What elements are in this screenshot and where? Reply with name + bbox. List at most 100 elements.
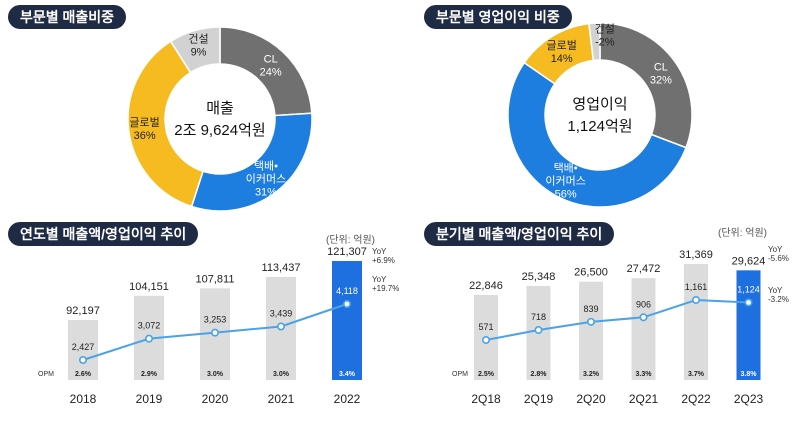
annual-trend-title: 연도별 매출액/영업이익 추이 <box>8 222 199 246</box>
opm-value-label: 3.0% <box>207 371 224 378</box>
sales-value-label: 25,348 <box>522 271 556 283</box>
sales-share-title: 부문별 매출비중 <box>8 5 127 29</box>
sales-bar <box>684 264 708 380</box>
opm-value-label: 3.2% <box>583 371 600 378</box>
profit-point <box>744 298 753 307</box>
opm-value-label: 3.4% <box>339 371 356 378</box>
sales-value-label: 22,846 <box>469 280 503 292</box>
sales-value-label: 26,500 <box>574 267 608 279</box>
profit-value-label: 906 <box>636 299 651 309</box>
quarterly-unit-label: (단위: 억원) <box>718 228 768 239</box>
category-label: 2Q21 <box>629 392 659 406</box>
profit-value-label: 3,439 <box>270 308 293 318</box>
profit-value-label: 4,118 <box>336 286 358 296</box>
profit-value-label: 839 <box>583 304 598 314</box>
profit-point <box>145 334 154 343</box>
category-label: 2022 <box>334 392 361 406</box>
profit-point <box>211 328 220 337</box>
slice-3 <box>169 26 221 74</box>
profit-point <box>482 336 491 345</box>
slice-value-label: 56% <box>555 189 577 201</box>
profit-value-label: 1,161 <box>685 282 708 292</box>
category-label: 2020 <box>202 392 229 406</box>
category-label: 2Q19 <box>524 392 554 406</box>
slice-name-label: CL <box>654 61 668 73</box>
slice-name-label: 이커머스 <box>246 172 286 185</box>
sales-bar <box>68 320 98 380</box>
opm-axis-label: OPM <box>452 371 468 378</box>
slice-1 <box>190 112 313 212</box>
slice-value-label: -2% <box>595 37 615 49</box>
slice-2 <box>127 40 204 208</box>
category-label: 2Q18 <box>471 392 501 406</box>
sales-value-label: 92,197 <box>66 305 100 317</box>
sales-bar <box>332 261 362 380</box>
profit-value-label: 3,072 <box>138 321 161 331</box>
slice-1 <box>507 61 687 208</box>
slice-value-label: 24% <box>260 67 282 79</box>
slice-name-label: CL <box>264 54 278 66</box>
category-label: 2021 <box>268 392 295 406</box>
category-label: 2019 <box>136 392 163 406</box>
quarterly-yoy-profit: YoY -3.2% <box>768 286 789 304</box>
sales-bar <box>631 278 656 380</box>
annual-unit-label: (단위: 억원) <box>326 235 376 246</box>
profit-point <box>534 326 543 335</box>
sales-value-label: 104,151 <box>129 281 169 293</box>
profit-point <box>79 356 88 365</box>
quarterly-trend-title: 분기별 매출액/영업이익 추이 <box>424 222 615 246</box>
opm-value-label: 2.8% <box>531 371 548 378</box>
slice-name-label: 건설 <box>595 23 615 36</box>
slice-3 <box>588 22 601 62</box>
profit-point <box>639 313 648 322</box>
category-label: 2018 <box>70 392 97 406</box>
slice-0 <box>599 22 693 149</box>
sales-value-label: 29,624 <box>732 255 766 267</box>
sales-value-label: 113,437 <box>262 262 301 274</box>
opm-value-label: 3.8% <box>741 371 758 378</box>
opm-value-label: 2.9% <box>141 371 158 378</box>
profit-value-label: 571 <box>478 322 493 332</box>
slice-value-label: 9% <box>191 47 207 59</box>
sales-bar <box>736 270 761 380</box>
slice-value-label: 36% <box>134 130 156 142</box>
category-label: 2Q23 <box>734 392 764 406</box>
quarterly-trend-chart: OPM 22,846 2.5% 2Q18 25,348 2.8% 2Q19 26,500 3.2… <box>452 249 766 406</box>
slice-value-label: 31% <box>255 186 277 198</box>
profit-value-label: 1,124 <box>737 285 760 295</box>
profit-point <box>691 295 700 304</box>
opm-value-label: 3.0% <box>273 371 290 378</box>
opm-value-label: 3.7% <box>688 371 705 378</box>
sales-value-label: 27,472 <box>627 263 661 275</box>
sales-bar <box>579 281 603 380</box>
profit-value-label: 3,253 <box>204 315 227 325</box>
profit-point <box>587 317 596 326</box>
profit-value-label: 718 <box>531 312 546 322</box>
sales-value-label: 121,307 <box>327 246 367 258</box>
opm-value-label: 2.6% <box>75 371 92 378</box>
category-label: 2Q22 <box>681 392 711 406</box>
slice-name-label: 글로벌 <box>547 39 577 52</box>
slice-name-label: 글로벌 <box>129 116 159 129</box>
annual-yoy-profit: YoY +19.7% <box>372 275 400 293</box>
annual-trend-chart: OPM 92,197 2.6% 2018 104,151 2.9% 2019 107,811 3… <box>38 246 367 406</box>
profit-line <box>485 298 749 341</box>
slice-value-label: 14% <box>551 53 573 65</box>
donut-center-value: 2조 9,624억원 <box>174 122 265 139</box>
donut-center-label: 영업이익 <box>572 96 627 113</box>
slice-name-label: 택배• <box>254 159 278 172</box>
quarterly-yoy-sales: YoY -5.6% <box>768 245 789 263</box>
slice-name-label: 이커머스 <box>545 175 585 188</box>
donut-center-label: 매출 <box>206 100 234 117</box>
donut-center-value: 1,124억원 <box>567 118 632 135</box>
opm-axis-label: OPM <box>38 371 54 378</box>
profit-point <box>276 322 285 331</box>
category-label: 2Q20 <box>576 392 606 406</box>
profit-share-title: 부문별 영업이익 비중 <box>424 5 572 29</box>
profit-value-label: 2,427 <box>72 342 95 352</box>
sales-value-label: 107,811 <box>196 273 235 285</box>
profit-point <box>342 300 351 309</box>
slice-name-label: 택배• <box>554 162 578 175</box>
